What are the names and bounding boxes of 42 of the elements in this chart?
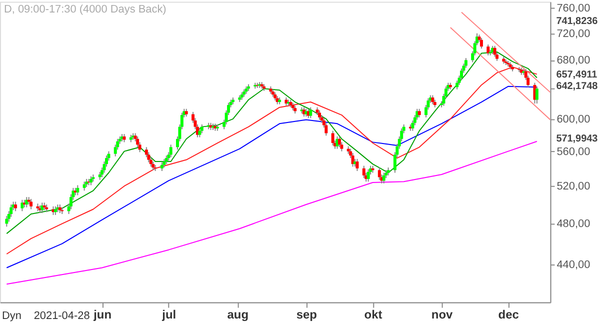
- y-tick-label: 480,00: [556, 218, 590, 230]
- candlestick: [431, 94, 434, 105]
- y-tick-label: 600,00: [556, 113, 590, 126]
- candlestick: [14, 201, 18, 212]
- text: 571,9943: [556, 134, 598, 145]
- chart-title: D, 09:00-17:30 (4000 Days Back): [4, 4, 166, 16]
- y-tick-label: 560,00: [556, 146, 590, 158]
- candlestick: [331, 130, 334, 146]
- y-tick-label: 440,00: [556, 259, 590, 272]
- candlestick: [324, 122, 328, 136]
- text: 642,1748: [556, 81, 598, 92]
- candlestick: [362, 165, 366, 179]
- candlestick: [480, 37, 483, 50]
- candlestick: [30, 198, 33, 210]
- candlestick: [10, 204, 13, 218]
- text: Dyn: [2, 310, 22, 322]
- candlestick: [136, 136, 140, 148]
- y-tick-label: 680,00: [556, 54, 590, 67]
- x-tick-label: nov: [431, 308, 453, 322]
- y-tick-label: 520,00: [556, 180, 590, 193]
- x-tick-label: dec: [498, 308, 520, 322]
- x-tick-label: sep: [296, 308, 317, 322]
- x-tick-label: aug: [227, 308, 249, 322]
- candlestick: [338, 136, 341, 148]
- y-tick-label: 720,00: [556, 28, 590, 40]
- text: 741,8236: [556, 16, 598, 27]
- line-series: [6, 86, 538, 268]
- candlestick: [169, 144, 172, 158]
- line-series: [6, 140, 538, 285]
- x-tick-label: jun: [92, 308, 112, 322]
- candlestick: [5, 215, 8, 228]
- x-tick-label: jul: [161, 308, 176, 322]
- candlestick: [378, 167, 381, 180]
- candlestick: [76, 184, 80, 196]
- candlestick: [535, 86, 538, 104]
- text: 657,4911: [556, 70, 598, 81]
- candlestick: [318, 110, 321, 120]
- x-tick-label: okt: [364, 308, 382, 322]
- y-tick-label: 760,00: [556, 2, 590, 14]
- text: 2021-04-28: [34, 310, 90, 322]
- candlestick: [309, 106, 312, 119]
- candlestick: [82, 181, 86, 192]
